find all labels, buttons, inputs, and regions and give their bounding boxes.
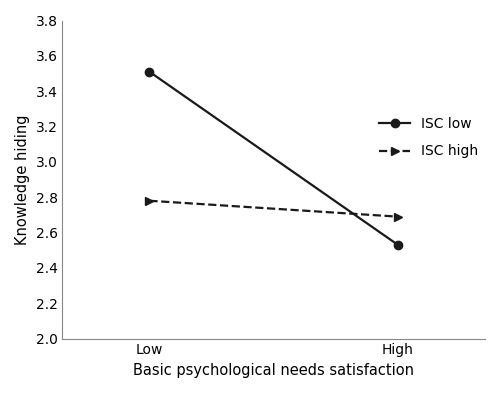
Legend: ISC low, ISC high: ISC low, ISC high (380, 116, 478, 158)
Line: ISC low: ISC low (146, 68, 402, 249)
ISC low (146, 70, 152, 74)
ISC high (146, 198, 152, 203)
ISC high (395, 214, 401, 219)
Line: ISC high: ISC high (146, 196, 402, 221)
ISC low (395, 242, 401, 247)
X-axis label: Basic psychological needs satisfaction: Basic psychological needs satisfaction (133, 363, 414, 378)
Y-axis label: Knowledge hiding: Knowledge hiding (15, 114, 30, 245)
